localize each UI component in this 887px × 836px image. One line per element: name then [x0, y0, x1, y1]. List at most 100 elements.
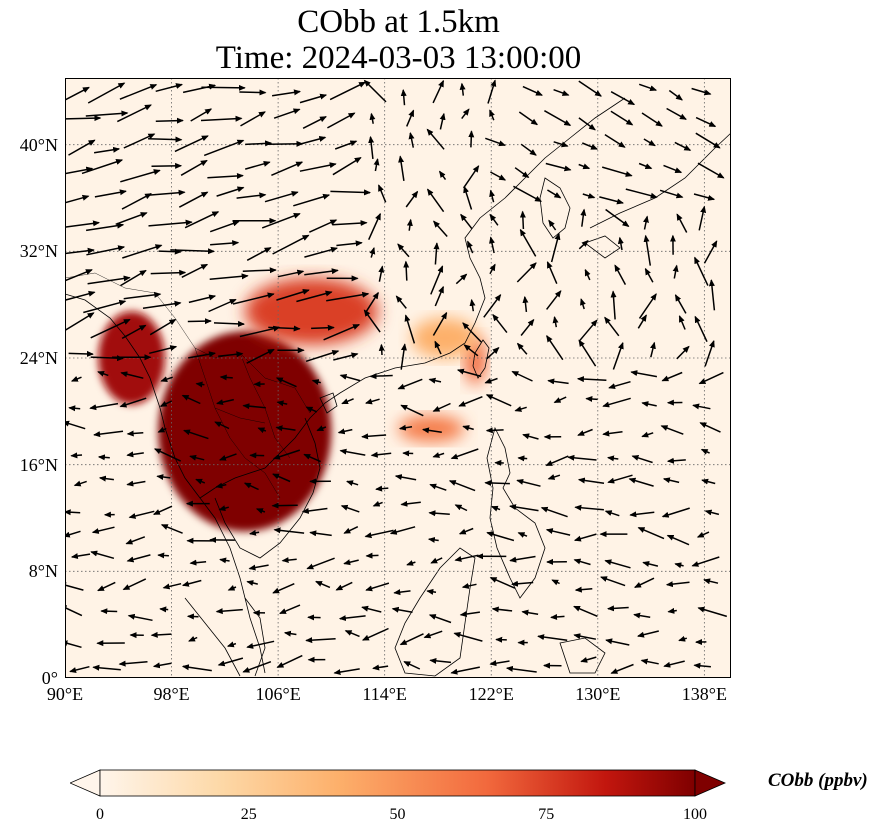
- wind-arrow-496: [429, 657, 452, 664]
- wind-arrow-242: [70, 376, 82, 382]
- wind-arrow-167: [455, 273, 468, 285]
- wind-arrow-505: [693, 662, 711, 669]
- wind-arrow-441: [100, 608, 118, 615]
- wind-arrow-366: [490, 505, 501, 512]
- lon-tick-label: 122°E: [468, 684, 514, 704]
- wind-arrow-402: [248, 564, 269, 571]
- wind-arrow-256: [484, 377, 498, 384]
- wind-arrow-275: [400, 404, 424, 417]
- wind-arrow-375: [91, 526, 115, 534]
- wind-arrow-15: [522, 85, 543, 96]
- lat-tick-label: 24°N: [19, 348, 58, 368]
- wind-arrow-166: [430, 265, 444, 295]
- wind-arrow-313: [218, 453, 237, 461]
- colorbar-tick-label: 25: [240, 806, 257, 823]
- wind-arrow-195: [638, 293, 657, 319]
- wind-arrow-154: [65, 269, 93, 282]
- wind-arrow-479: [573, 633, 597, 640]
- wind-arrow-290: [183, 429, 209, 440]
- wind-arrow-416: [674, 562, 684, 569]
- wind-arrow-245: [160, 376, 173, 382]
- wind-arrow-185: [326, 291, 370, 302]
- wind-arrow-58: [485, 137, 506, 147]
- wind-arrow-462: [65, 640, 82, 649]
- wind-arrow-457: [573, 605, 598, 617]
- wind-arrow-18: [610, 91, 636, 106]
- wind-arrow-329: [700, 448, 710, 455]
- wind-arrow-57: [468, 130, 475, 148]
- wind-arrow-485: [92, 664, 121, 671]
- wind-arrow-59: [520, 143, 537, 156]
- wind-arrow-398: [126, 554, 151, 563]
- wind-arrow-408: [430, 557, 443, 564]
- wind-arrow-429: [393, 589, 411, 596]
- lat-tick-label: 0°: [41, 668, 58, 688]
- wind-arrow-293: [275, 425, 296, 432]
- plume-5: [411, 318, 478, 358]
- wind-arrow-92: [178, 191, 209, 208]
- wind-arrow-237: [578, 339, 597, 367]
- wind-arrow-380: [249, 529, 260, 536]
- wind-arrow-194: [610, 290, 617, 320]
- wind-arrow-45: [93, 146, 121, 154]
- wind-arrow-107: [625, 188, 658, 199]
- wind-arrow-215: [578, 319, 598, 342]
- wind-arrow-294: [316, 425, 327, 432]
- wind-arrow-86: [663, 164, 683, 174]
- wind-arrow-421: [162, 582, 182, 590]
- wind-arrow-230: [378, 343, 385, 356]
- wind-arrow-175: [694, 256, 709, 286]
- wind-arrow-33: [406, 109, 415, 127]
- wind-arrow-43: [695, 116, 717, 128]
- wind-arrow-98: [378, 184, 387, 203]
- wind-arrow-3: [155, 83, 183, 93]
- wind-arrow-498: [489, 660, 510, 667]
- wind-arrow-150: [617, 236, 624, 251]
- wind-arrow-347: [577, 477, 605, 485]
- wind-arrow-466: [188, 635, 198, 642]
- wind-arrow-310: [126, 451, 144, 458]
- wind-arrow-430: [426, 588, 437, 595]
- wind-arrow-190: [483, 293, 502, 318]
- wind-arrow-291: [214, 421, 230, 430]
- wind-arrow-266: [119, 397, 147, 408]
- wind-arrow-469: [283, 630, 297, 637]
- wind-arrow-73: [271, 161, 304, 176]
- wind-arrow-5: [201, 84, 246, 91]
- wind-arrow-66: [65, 166, 94, 175]
- wind-arrow-134: [122, 244, 163, 259]
- wind-arrow-14: [487, 79, 497, 104]
- wind-arrow-4: [182, 83, 217, 94]
- wind-arrow-74: [299, 162, 337, 172]
- wind-arrow-363: [400, 500, 421, 507]
- coastline-philippines: [486, 426, 546, 599]
- wind-arrow-128: [605, 208, 630, 228]
- wind-arrow-354: [128, 510, 155, 519]
- wind-arrow-117: [261, 212, 301, 229]
- wind-arrow-101: [463, 185, 473, 210]
- wind-arrow-136: [170, 248, 215, 255]
- wind-arrow-213: [520, 318, 535, 336]
- wind-arrow-46: [123, 133, 156, 149]
- wind-arrow-10: [363, 79, 387, 103]
- wind-arrow-393: [637, 527, 665, 540]
- wind-arrow-411: [509, 555, 536, 563]
- wind-arrow-55: [408, 132, 415, 148]
- wind-arrow-396: [70, 553, 91, 560]
- wind-arrow-351: [701, 478, 716, 485]
- wind-arrow-281: [585, 396, 598, 403]
- wind-arrow-501: [580, 656, 597, 663]
- wind-arrow-26: [190, 108, 213, 122]
- wind-arrow-214: [552, 316, 559, 328]
- lat-tick-label: 16°N: [19, 454, 58, 475]
- wind-arrow-112: [115, 212, 148, 226]
- wind-arrow-2: [119, 84, 158, 100]
- wind-arrow-434: [551, 579, 560, 586]
- wind-arrow-271: [276, 400, 288, 407]
- wind-arrow-109: [693, 193, 716, 201]
- wind-arrow-442: [127, 613, 153, 622]
- wind-arrow-156: [120, 269, 147, 287]
- wind-arrow-173: [644, 267, 654, 283]
- wind-arrow-165: [403, 260, 410, 281]
- wind-arrow-225: [218, 351, 244, 358]
